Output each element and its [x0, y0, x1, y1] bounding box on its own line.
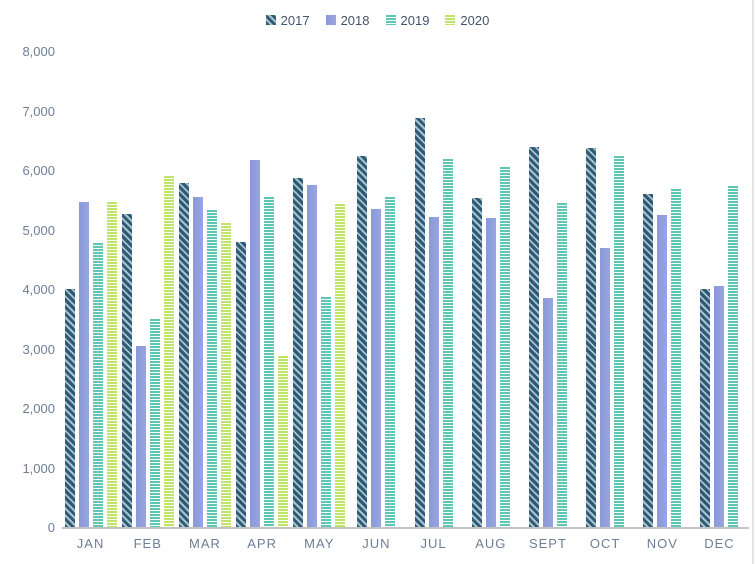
bar-2019-AUG	[499, 167, 510, 528]
legend-label-2017: 2017	[280, 12, 310, 28]
bar-2018-JUN	[371, 209, 382, 528]
x-tick-MAY: MAY	[304, 536, 335, 551]
legend-label-2019: 2019	[400, 12, 430, 28]
x-axis-line	[62, 527, 749, 529]
bar-2017-APR	[236, 242, 247, 528]
x-tick-FEB: FEB	[133, 536, 162, 551]
bar-group-JUL	[405, 52, 462, 528]
bar-group-DEC	[691, 52, 748, 528]
x-tick-DEC: DEC	[704, 536, 735, 551]
x-tick-OCT: OCT	[589, 536, 621, 551]
bar-2017-MAY	[293, 178, 304, 528]
y-tick-0: 0	[47, 520, 55, 535]
legend-swatch-2018	[325, 15, 336, 25]
bar-group-AUG	[462, 52, 519, 528]
plot-area	[62, 52, 748, 528]
x-tick-NOV: NOV	[646, 536, 678, 551]
y-tick-4000: 4,000	[22, 282, 55, 297]
bar-2018-OCT	[600, 248, 611, 528]
right-border-divider	[752, 0, 754, 564]
y-tick-6000: 6,000	[22, 163, 55, 178]
legend-item-2017: 2017	[265, 12, 310, 28]
y-tick-3000: 3,000	[22, 341, 55, 357]
bar-group-APR	[234, 52, 291, 528]
bar-2018-SEPT	[542, 298, 553, 528]
legend-item-2020: 2020	[445, 13, 489, 28]
bar-2017-JUN	[357, 156, 368, 528]
legend-swatch-2017	[265, 15, 276, 25]
legend-item-2018: 2018	[325, 12, 370, 28]
x-tick-JAN: JAN	[76, 536, 105, 551]
legend-swatch-2019	[385, 15, 396, 25]
bar-2019-MAR	[206, 210, 217, 528]
legend-swatch-2020	[445, 15, 456, 25]
bar-2018-MAY	[307, 185, 318, 528]
bar-group-OCT	[577, 52, 634, 528]
bar-2017-JAN	[64, 289, 75, 528]
bar-2019-MAY	[321, 297, 332, 528]
bar-2017-NOV	[643, 194, 654, 528]
bar-2018-NOV	[657, 215, 668, 528]
bar-2019-FEB	[149, 319, 160, 528]
bar-2020-FEB	[163, 176, 174, 528]
bar-2018-DEC	[714, 286, 725, 528]
bar-2017-MAR	[178, 183, 189, 528]
bar-2017-DEC	[700, 289, 711, 528]
bar-2019-DEC	[728, 186, 739, 528]
bar-2017-SEPT	[528, 147, 539, 528]
bar-group-MAR	[176, 52, 233, 528]
bar-2020-JAN	[106, 202, 117, 528]
x-tick-JUL: JUL	[420, 536, 447, 551]
bar-2018-FEB	[135, 346, 146, 528]
bar-2019-NOV	[671, 189, 682, 528]
bar-2019-JUL	[442, 159, 453, 528]
y-tick-2000: 2,000	[22, 401, 55, 416]
bar-2020-MAR	[220, 223, 231, 528]
x-tick-JUN: JUN	[362, 536, 391, 551]
bar-group-NOV	[634, 52, 691, 528]
bar-2019-OCT	[614, 156, 625, 528]
bar-group-FEB	[119, 52, 176, 528]
bar-2018-AUG	[485, 218, 496, 528]
bar-2018-JUL	[428, 217, 439, 528]
bar-2020-APR	[278, 356, 289, 528]
x-tick-MAR: MAR	[188, 536, 221, 551]
bar-2019-JAN	[92, 243, 103, 528]
x-tick-SEPT: SEPT	[528, 536, 567, 551]
legend-label-2020: 2020	[460, 12, 490, 28]
legend-item-2019: 2019	[385, 12, 430, 28]
y-tick-8000: 8,000	[22, 44, 55, 59]
x-axis-labels: JAN FEB MAR APR MAY JUN JUL AUG SEPT OCT NOV DEC	[62, 536, 748, 551]
bar-2017-AUG	[471, 198, 482, 528]
legend-label-2018: 2018	[340, 12, 370, 28]
bar-2019-JUN	[385, 197, 396, 528]
x-tick-AUG: AUG	[475, 536, 507, 551]
bar-group-JAN	[62, 52, 119, 528]
bar-group-JUN	[348, 52, 405, 528]
chart-legend: 2017 2018 2019 2020	[0, 10, 755, 30]
bar-2017-FEB	[121, 214, 132, 528]
x-tick-APR: APR	[247, 536, 277, 551]
y-tick-1000: 1,000	[22, 460, 55, 476]
bar-2019-SEPT	[556, 203, 567, 528]
bar-2018-JAN	[78, 202, 89, 528]
bar-2020-MAY	[335, 204, 346, 528]
bar-2019-APR	[264, 197, 275, 528]
bar-2018-MAR	[192, 197, 203, 528]
y-axis-labels: 0 1,000 2,000 3,000 4,000 5,000 6,000 7,000 8,00…	[0, 0, 55, 564]
y-tick-7000: 7,000	[22, 103, 55, 119]
bar-2017-OCT	[586, 148, 597, 528]
bar-2017-JUL	[414, 118, 425, 528]
bar-2018-APR	[250, 160, 261, 528]
bar-group-MAY	[291, 52, 348, 528]
y-tick-5000: 5,000	[22, 222, 55, 238]
bar-group-SEPT	[519, 52, 576, 528]
